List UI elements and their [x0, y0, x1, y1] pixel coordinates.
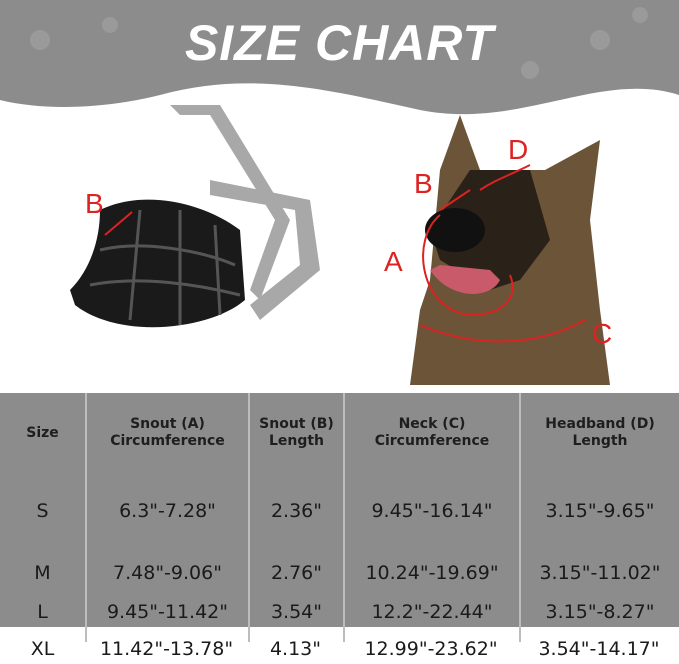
cell-size: XL — [30, 637, 55, 660]
cell-snout-length: 2.76" — [248, 548, 343, 598]
size-table: Size Snout (A) Circumference Snout (B) Len… — [0, 393, 679, 664]
label-c: C — [592, 318, 613, 349]
cell-headband: 3.15"-9.65" — [519, 473, 679, 548]
cell-size: M — [34, 562, 51, 584]
cell-snout-circ: 11.42"-13.78" — [99, 637, 234, 660]
label-d: D — [508, 134, 529, 165]
table-row: XL 11.42"-13.78" 4.13" 12.99"-23.62" 3.5… — [0, 633, 679, 664]
table-row: L 9.45"-11.42" 3.54" 12.2"-22.44" 3.15"-… — [0, 582, 679, 642]
table-row: M 7.48"-9.06" 2.76" 10.24"-19.69" 3.15"-… — [0, 548, 679, 598]
cell-headband: 3.54"-14.17" — [538, 637, 660, 660]
label-b-muzzle: B — [85, 188, 104, 219]
cell-neck: 9.45"-16.14" — [343, 473, 519, 548]
cell-snout-circ: 9.45"-11.42" — [85, 582, 248, 642]
header-snout-circ: Snout (A) Circumference — [85, 393, 248, 473]
header-size: Size — [26, 424, 59, 441]
header-neck-circ: Neck (C) Circumference — [343, 393, 519, 473]
cell-headband: 3.15"-8.27" — [519, 582, 679, 642]
header-headband: Headband (D) Length — [519, 393, 679, 473]
table-header: Size Snout (A) Circumference Snout (B) Len… — [0, 393, 679, 473]
page-title: SIZE CHART — [184, 15, 495, 71]
table-row: S 6.3"-7.28" 2.36" 9.45"-16.14" 3.15"-9.… — [0, 473, 679, 548]
cell-size: L — [37, 601, 48, 623]
label-a: A — [384, 246, 403, 277]
header-banner — [0, 0, 679, 115]
cell-neck: 10.24"-19.69" — [343, 548, 519, 598]
cell-snout-length: 4.13" — [269, 637, 322, 660]
muzzle-image — [70, 105, 320, 328]
cell-snout-length: 3.54" — [248, 582, 343, 642]
cell-neck: 12.99"-23.62" — [364, 637, 498, 660]
cell-neck: 12.2"-22.44" — [343, 582, 519, 642]
cell-snout-circ: 6.3"-7.28" — [85, 473, 248, 548]
cell-headband: 3.15"-11.02" — [519, 548, 679, 598]
cell-snout-length: 2.36" — [248, 473, 343, 548]
cell-snout-circ: 7.48"-9.06" — [85, 548, 248, 598]
header-snout-length: Snout (B) Length — [248, 393, 343, 473]
cell-size: S — [36, 499, 49, 522]
label-b: B — [414, 168, 433, 199]
dog-image — [410, 115, 610, 385]
